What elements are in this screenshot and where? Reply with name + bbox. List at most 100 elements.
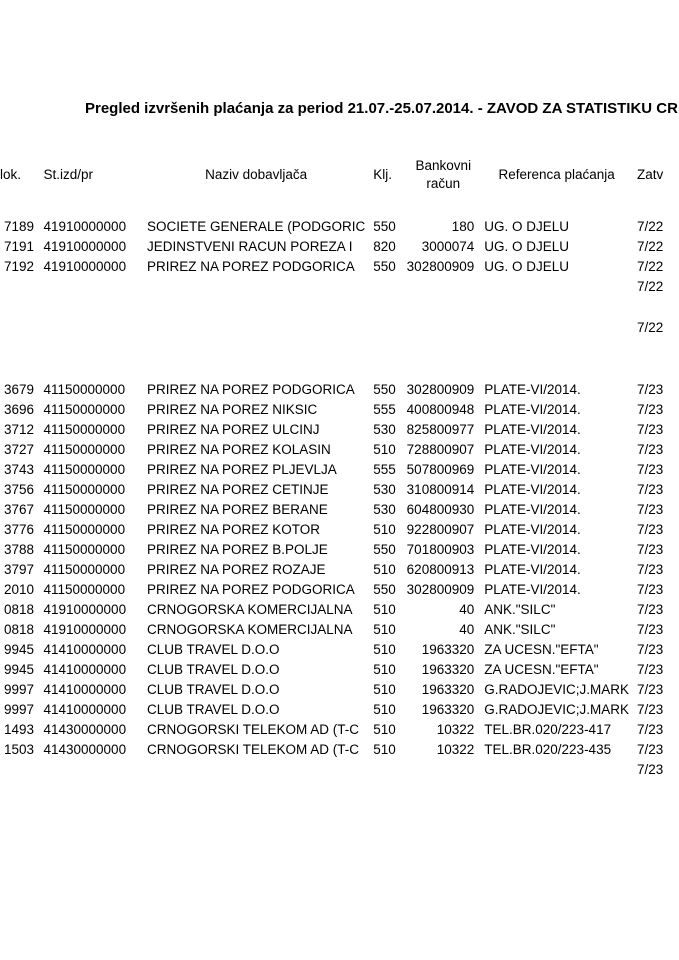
cell: 1503 [0, 739, 39, 759]
cell: PLATE-VI/2014. [480, 439, 633, 459]
cell: 7/23 [633, 419, 679, 439]
cell: 530 [369, 499, 402, 519]
cell: 3797 [0, 559, 39, 579]
cell [402, 317, 480, 337]
cell: 510 [369, 599, 402, 619]
table-row: 719241910000000PRIREZ NA POREZ PODGORICA… [0, 256, 679, 276]
cell: 510 [369, 439, 402, 459]
cell: 820 [369, 236, 402, 256]
cell: 41910000000 [39, 256, 142, 276]
cell: CLUB TRAVEL D.O.O [143, 699, 369, 719]
cell: 41150000000 [39, 379, 142, 399]
table-row: 7/22 [0, 317, 679, 337]
cell: 550 [369, 256, 402, 276]
table-row: 371241150000000PRIREZ NA POREZ ULCINJ530… [0, 419, 679, 439]
cell: 510 [369, 519, 402, 539]
cell: PRIREZ NA POREZ BERANE [143, 499, 369, 519]
table-row: 081841910000000CRNOGORSKA KOMERCIJALNA51… [0, 599, 679, 619]
cell: PLATE-VI/2014. [480, 419, 633, 439]
table-row: 718941910000000SOCIETE GENERALE (PODGORI… [0, 216, 679, 236]
table-row: 7/22 [0, 276, 679, 296]
cell: 7/23 [633, 459, 679, 479]
cell: 400800948 [402, 399, 480, 419]
cell: 7/23 [633, 739, 679, 759]
cell [480, 759, 633, 779]
cell: CLUB TRAVEL D.O.O [143, 659, 369, 679]
cell: 41150000000 [39, 439, 142, 459]
cell: 3767 [0, 499, 39, 519]
cell: 510 [369, 699, 402, 719]
header-row: lok. St.izd/pr Naziv dobavljača Klj. Ban… [0, 149, 679, 216]
cell [402, 759, 480, 779]
cell: 7/23 [633, 659, 679, 679]
cell: 0818 [0, 619, 39, 639]
cell [0, 759, 39, 779]
cell: 302800909 [402, 379, 480, 399]
cell: 3776 [0, 519, 39, 539]
cell: 180 [402, 216, 480, 236]
page-container: Pregled izvršenih plaćanja za period 21.… [0, 0, 679, 779]
cell: 7/23 [633, 439, 679, 459]
cell: 7/22 [633, 236, 679, 256]
payments-table: lok. St.izd/pr Naziv dobavljača Klj. Ban… [0, 149, 679, 779]
cell: PRIREZ NA POREZ ULCINJ [143, 419, 369, 439]
table-row: 378841150000000PRIREZ NA POREZ B.POLJE55… [0, 539, 679, 559]
cell: 510 [369, 719, 402, 739]
table-row: 150341430000000CRNOGORSKI TELEKOM AD (T-… [0, 739, 679, 759]
cell: 510 [369, 679, 402, 699]
cell: ANK."SILC" [480, 619, 633, 639]
cell: ZA UCESN."EFTA" [480, 639, 633, 659]
cell: 3743 [0, 459, 39, 479]
cell: CLUB TRAVEL D.O.O [143, 679, 369, 699]
cell [0, 276, 39, 296]
cell: PRIREZ NA POREZ CETINJE [143, 479, 369, 499]
spacer-row [0, 337, 679, 358]
cell: 2010 [0, 579, 39, 599]
page-title: Pregled izvršenih plaćanja za period 21.… [0, 100, 679, 117]
cell: 41430000000 [39, 739, 142, 759]
header-zatv: Zatv [633, 149, 679, 216]
table-wrap: lok. St.izd/pr Naziv dobavljača Klj. Ban… [0, 149, 679, 779]
cell: UG. O DJELU [480, 216, 633, 236]
cell: 302800909 [402, 256, 480, 276]
cell: 41150000000 [39, 579, 142, 599]
cell: 1963320 [402, 659, 480, 679]
cell: 550 [369, 379, 402, 399]
table-head: lok. St.izd/pr Naziv dobavljača Klj. Ban… [0, 149, 679, 216]
cell: 1963320 [402, 639, 480, 659]
cell: 7/22 [633, 276, 679, 296]
cell: 550 [369, 539, 402, 559]
cell: 3712 [0, 419, 39, 439]
cell: 510 [369, 739, 402, 759]
cell: 728800907 [402, 439, 480, 459]
cell: 40 [402, 599, 480, 619]
spacer-row [0, 296, 679, 317]
cell: JEDINSTVENI RACUN POREZA I [143, 236, 369, 256]
table-row: 376741150000000PRIREZ NA POREZ BERANE530… [0, 499, 679, 519]
cell [480, 276, 633, 296]
cell: 41910000000 [39, 236, 142, 256]
cell [143, 759, 369, 779]
cell: 9945 [0, 639, 39, 659]
cell: 41150000000 [39, 499, 142, 519]
cell: 7/23 [633, 499, 679, 519]
table-row: 999741410000000CLUB TRAVEL D.O.O51019633… [0, 679, 679, 699]
cell: 3788 [0, 539, 39, 559]
header-bankovni: Bankovni račun [402, 149, 480, 216]
header-naziv: Naziv dobavljača [143, 149, 369, 216]
cell: PRIREZ NA POREZ PODGORICA [143, 256, 369, 276]
cell: PLATE-VI/2014. [480, 379, 633, 399]
header-stizd: St.izd/pr [39, 149, 142, 216]
cell: CRNOGORSKI TELEKOM AD (T-C [143, 739, 369, 759]
cell: PLATE-VI/2014. [480, 399, 633, 419]
cell: CRNOGORSKA KOMERCIJALNA [143, 599, 369, 619]
cell: 7/22 [633, 317, 679, 337]
cell [39, 317, 142, 337]
cell: CLUB TRAVEL D.O.O [143, 639, 369, 659]
cell: 41150000000 [39, 399, 142, 419]
cell: 3756 [0, 479, 39, 499]
cell: 41150000000 [39, 419, 142, 439]
cell: PRIREZ NA POREZ ROZAJE [143, 559, 369, 579]
cell: ZA UCESN."EFTA" [480, 659, 633, 679]
cell: 550 [369, 579, 402, 599]
